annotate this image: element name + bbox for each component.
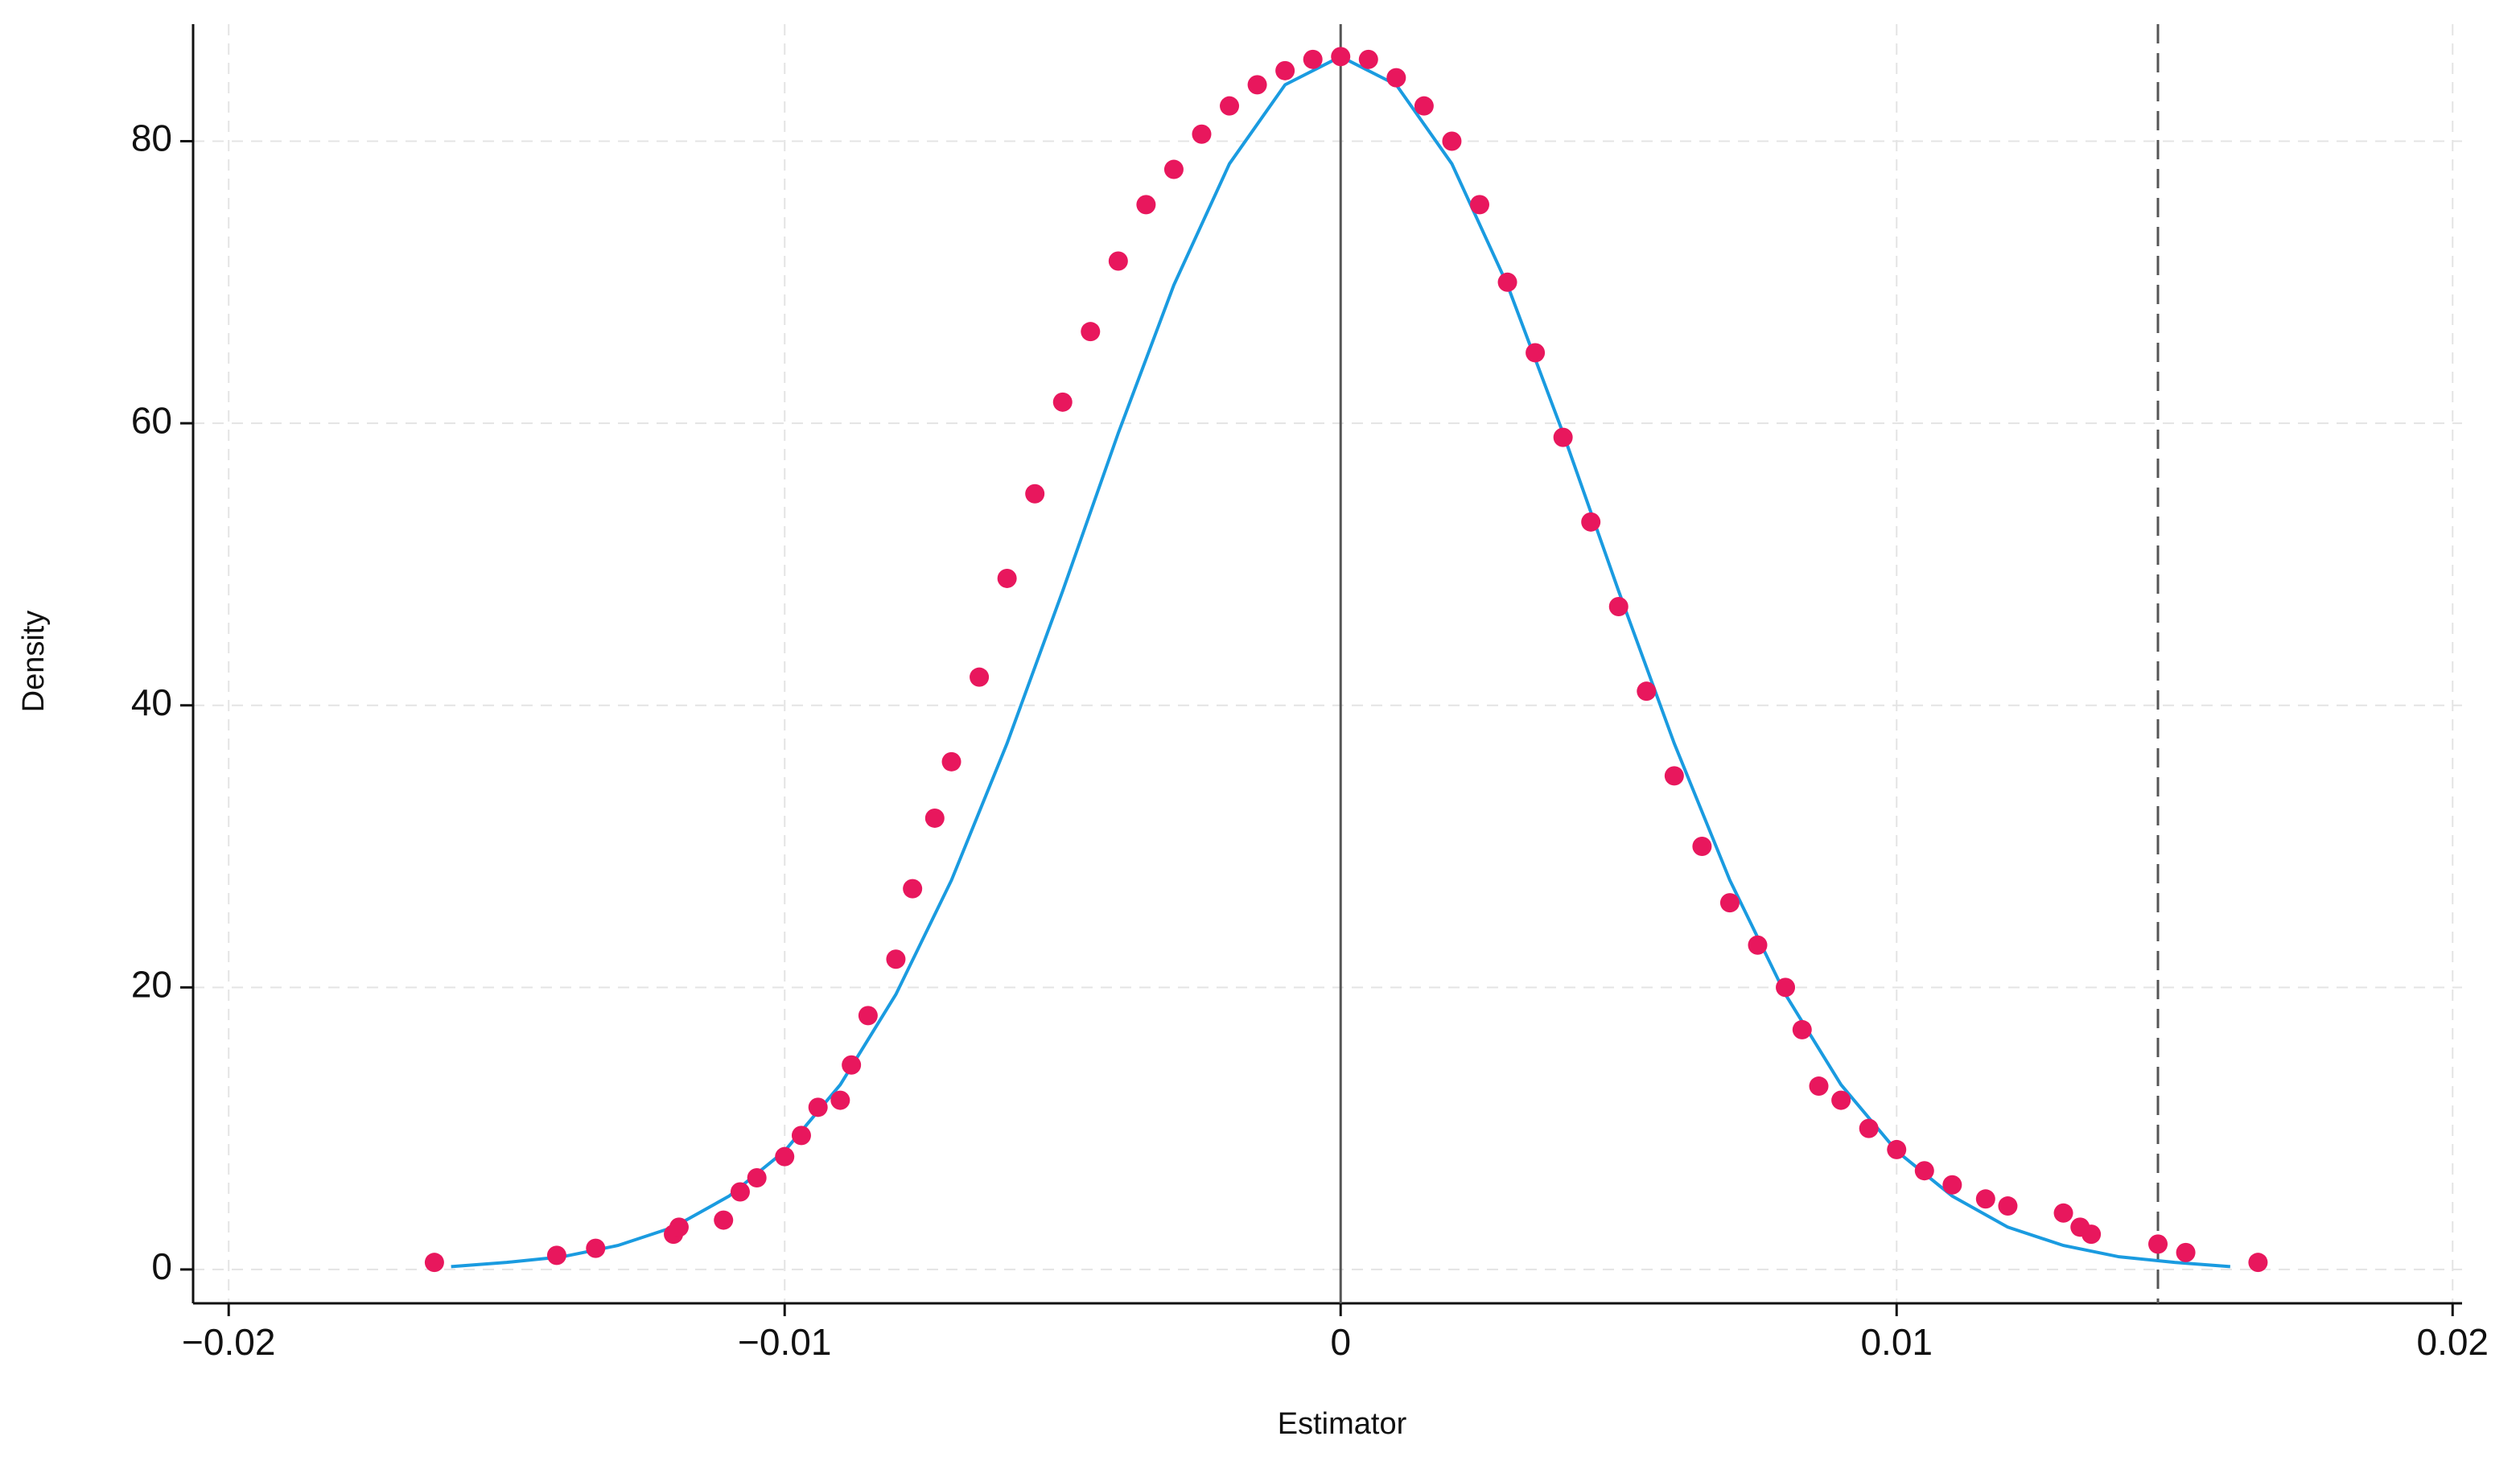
- y-tick-label: 60: [131, 399, 172, 441]
- point: [2176, 1242, 2196, 1262]
- x-tick-label: −0.02: [182, 1321, 275, 1363]
- point: [1108, 251, 1128, 271]
- y-tick-label: 0: [151, 1245, 172, 1287]
- point: [2148, 1234, 2168, 1254]
- point: [970, 667, 990, 687]
- point: [1859, 1118, 1879, 1138]
- point: [858, 1006, 878, 1026]
- point: [1052, 392, 1073, 412]
- point: [808, 1097, 828, 1117]
- point: [830, 1090, 850, 1110]
- y-tick-label: 80: [131, 117, 172, 159]
- point: [1887, 1139, 1907, 1159]
- point: [2081, 1224, 2102, 1245]
- point: [1163, 159, 1184, 179]
- point: [1414, 96, 1434, 116]
- point: [1942, 1175, 1962, 1195]
- point: [1637, 681, 1657, 702]
- point: [1136, 195, 1156, 215]
- point: [1220, 96, 1240, 116]
- point: [1748, 935, 1768, 955]
- point: [924, 808, 945, 828]
- point: [1526, 343, 1546, 363]
- point: [1664, 766, 1684, 786]
- point: [730, 1182, 750, 1202]
- x-tick-label: 0: [1330, 1321, 1351, 1363]
- point: [669, 1217, 689, 1237]
- point: [1776, 977, 1796, 998]
- point: [1719, 893, 1740, 913]
- point: [1303, 49, 1323, 69]
- point: [1608, 597, 1629, 617]
- point: [586, 1238, 606, 1258]
- point: [424, 1253, 444, 1273]
- y-axis-title: Density: [17, 611, 51, 713]
- point: [546, 1245, 566, 1266]
- point: [1469, 195, 1489, 215]
- point: [1442, 131, 1462, 151]
- point: [1809, 1076, 1829, 1097]
- point: [886, 949, 906, 969]
- point: [1358, 49, 1378, 69]
- point: [2248, 1253, 2268, 1273]
- point: [903, 879, 923, 899]
- y-tick-label: 40: [131, 681, 172, 723]
- point: [1386, 68, 1406, 88]
- point: [1581, 512, 1601, 532]
- x-tick-label: 0.01: [1860, 1321, 1933, 1363]
- x-tick-label: 0.02: [2416, 1321, 2489, 1363]
- point: [941, 751, 961, 772]
- point: [1275, 60, 1295, 80]
- point: [791, 1126, 811, 1146]
- point: [714, 1210, 734, 1230]
- y-tick-label: 20: [131, 963, 172, 1005]
- x-tick-label: −0.01: [738, 1321, 831, 1363]
- point: [747, 1167, 767, 1187]
- point: [775, 1146, 795, 1167]
- point: [1192, 124, 1212, 144]
- point: [1497, 272, 1517, 292]
- point: [1914, 1161, 1934, 1181]
- point: [1247, 75, 1267, 95]
- point: [1831, 1090, 1851, 1110]
- x-axis-title: Estimator: [1278, 1407, 1407, 1441]
- point: [1081, 322, 1101, 342]
- point: [842, 1055, 862, 1075]
- point: [1975, 1189, 1995, 1209]
- point: [1553, 427, 1573, 447]
- point: [1025, 484, 1045, 504]
- point: [1331, 47, 1351, 67]
- point: [1998, 1196, 2018, 1216]
- point: [997, 568, 1017, 588]
- point: [1792, 1019, 1812, 1039]
- point: [1692, 837, 1712, 857]
- point: [2053, 1203, 2073, 1223]
